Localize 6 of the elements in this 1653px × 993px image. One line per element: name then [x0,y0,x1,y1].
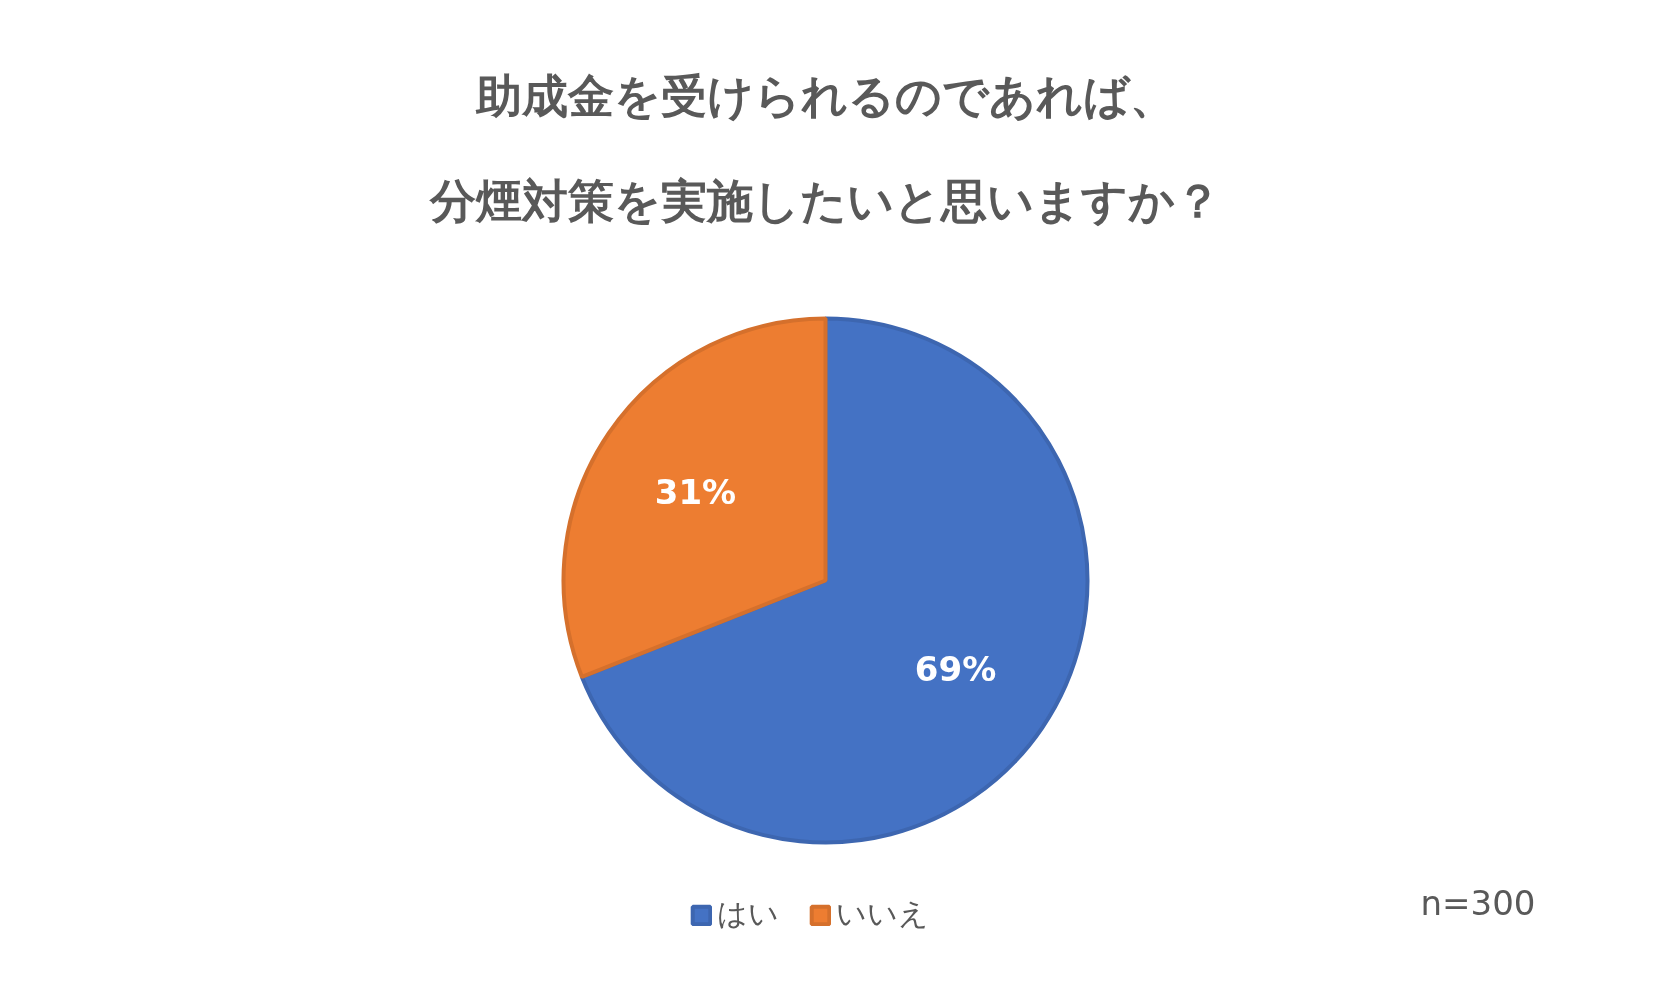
text: n=300 [1420,882,1536,923]
legend-label: はい [717,895,779,933]
data-label: 69% [914,648,997,689]
data-label: 31% [654,472,737,513]
chart-title: 助成金を受けられるのであれば、分煙対策を実施したいと思いますか？ [429,68,1221,228]
legend-label: いいえ [836,895,929,933]
